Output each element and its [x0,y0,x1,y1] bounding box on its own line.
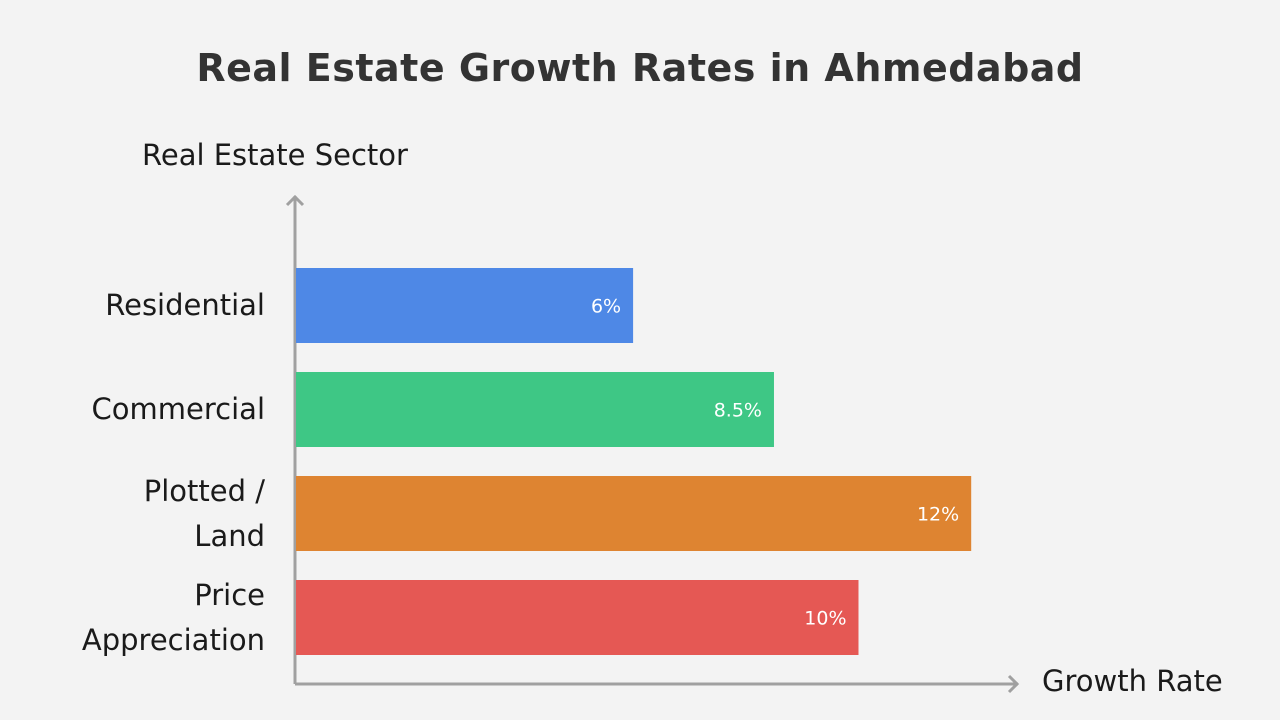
bar-2 [296,476,972,551]
bar-0 [296,268,634,343]
x-axis-label: Growth Rate [1042,664,1223,698]
data-label-1: 8.5% [714,400,762,422]
category-label: Plotted / Land [143,473,265,553]
bar-1 [296,372,774,447]
category-label: Residential [105,288,265,322]
chart-title: Real Estate Growth Rates in Ahmedabad [196,46,1084,90]
data-label-2: 12% [917,504,959,526]
y-axis-arrow-icon [285,194,305,207]
category-label: Price Appreciation [81,577,265,657]
x-axis-arrow-icon [1007,674,1020,694]
data-label-0: 6% [591,296,621,318]
y-axis-label: Real Estate Sector [142,138,408,172]
category-label: Commercial [91,392,265,426]
bar-3 [296,580,859,655]
data-label-3: 10% [804,608,846,630]
